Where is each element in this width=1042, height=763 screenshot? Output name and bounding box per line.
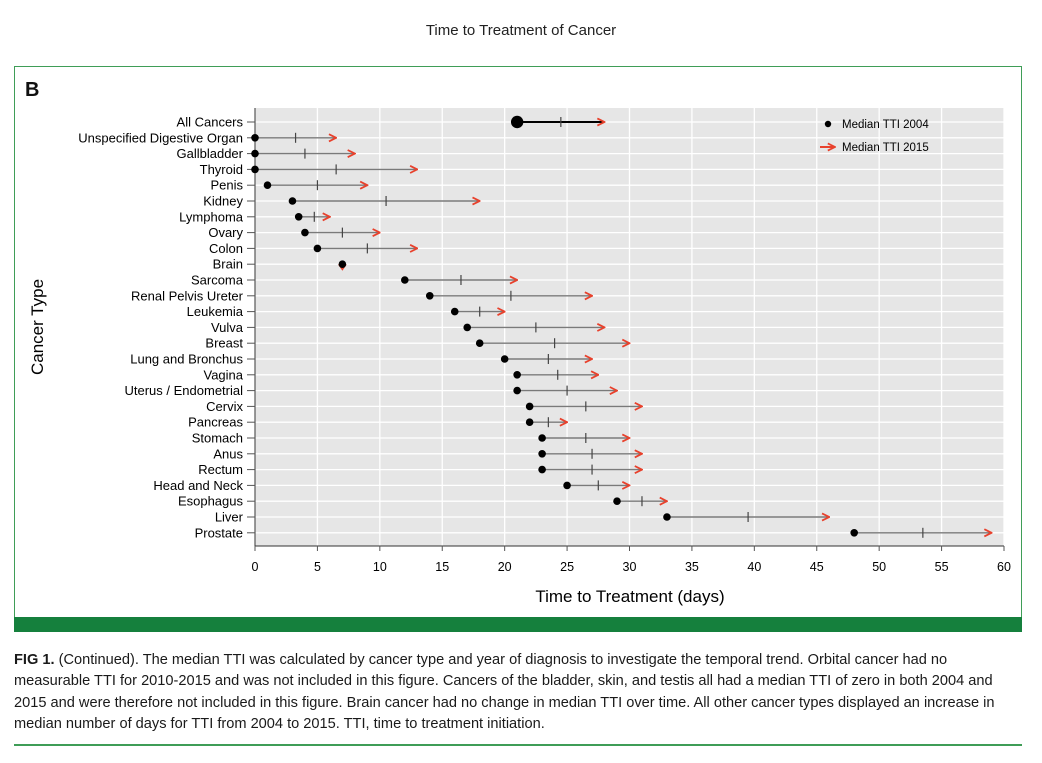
tti-2004-dot: [401, 276, 409, 284]
y-tick-label: Liver: [215, 510, 244, 525]
tti-2004-dot: [850, 529, 858, 537]
figure-bottom-bar: [14, 617, 1022, 632]
y-tick-label: Vulva: [211, 320, 244, 335]
x-tick-label: 45: [810, 560, 824, 574]
legend-2004-marker: [824, 120, 832, 128]
x-tick-label: 10: [373, 560, 387, 574]
y-tick-label: Kidney: [203, 194, 243, 209]
x-tick-label: 50: [872, 560, 886, 574]
tti-2004-dot: [301, 228, 309, 237]
tti-2004-dot: [510, 115, 524, 129]
tti-2004-dot: [513, 386, 521, 395]
x-tick-label: 35: [685, 560, 699, 574]
tti-2004-dot: [525, 402, 534, 411]
tti-2004-dot: [338, 260, 347, 269]
data-marks: [251, 115, 991, 538]
y-tick-label: Uterus / Endometrial: [125, 383, 244, 398]
tti-2004-dot: [251, 149, 259, 158]
y-tick-label: Anus: [213, 446, 243, 461]
y-tick-label: Penis: [210, 178, 243, 193]
tti-2004-dot: [251, 134, 259, 142]
tti-2004-dot: [450, 307, 459, 316]
axes: [247, 108, 1005, 551]
legend-2015-label: Median TTI 2015: [842, 142, 929, 154]
panel-label: B: [25, 79, 40, 101]
x-tick-label: 0: [252, 560, 259, 574]
y-tick-label: All Cancers: [177, 115, 244, 130]
tti-2004-dot: [288, 197, 297, 205]
tti-2004-dot: [613, 497, 621, 506]
tti-2004-dot: [313, 244, 322, 253]
x-tick-label: 15: [435, 560, 449, 574]
y-tick-label: Stomach: [192, 431, 243, 446]
y-tick-label: Sarcoma: [191, 273, 244, 288]
tti-2004-dot: [538, 434, 546, 442]
running-head: Time to Treatment of Cancer: [425, 22, 617, 39]
y-tick-label: Renal Pelvis Ureter: [131, 288, 244, 303]
y-tick-label: Unspecified Digestive Organ: [78, 130, 243, 145]
bottom-rule: [14, 744, 1022, 746]
tti-2004-dot: [538, 450, 546, 458]
tti-2004-dot: [538, 465, 546, 474]
caption-text: (Continued). The median TTI was calculat…: [14, 652, 995, 733]
x-tick-label: 60: [997, 560, 1011, 574]
x-tick-label: 20: [498, 560, 512, 574]
y-tick-label: Colon: [209, 241, 243, 256]
y-tick-label: Head and Neck: [153, 478, 243, 493]
x-tick-label: 5: [314, 560, 321, 574]
tti-2004-dot: [425, 292, 434, 300]
y-tick-label: Lymphoma: [179, 209, 244, 224]
tti-2004-dot: [294, 213, 303, 221]
x-tick-label: 55: [935, 560, 949, 574]
x-tick-label: 25: [560, 560, 574, 574]
x-tick-label: 40: [747, 560, 761, 574]
tti-2004-dot: [513, 371, 521, 379]
y-tick-label: Brain: [213, 257, 243, 272]
x-axis-title: Time to Treatment (days): [535, 587, 724, 606]
y-tick-label: Gallbladder: [177, 146, 244, 161]
tti-2004-dot: [563, 481, 571, 490]
tti-2004-dot: [525, 418, 534, 427]
tti-2004-dot: [263, 181, 272, 189]
tti-2004-dot: [251, 165, 259, 174]
y-tick-label: Ovary: [208, 225, 243, 240]
y-axis-title: Cancer Type: [28, 279, 47, 375]
y-tick-label: Breast: [205, 336, 243, 351]
y-tick-label: Pancreas: [188, 415, 243, 430]
y-tick-label: Leukemia: [187, 304, 244, 319]
legend-2004-label: Median TTI 2004: [842, 119, 929, 131]
x-tick-label: 30: [623, 560, 637, 574]
x-axis-labels: 0 5 10 15 20 25 30 35 40 45 50 55 60: [252, 560, 1011, 574]
y-tick-label: Lung and Bronchus: [130, 352, 243, 367]
y-tick-label: Vagina: [203, 367, 243, 382]
caption-label: FIG 1.: [14, 652, 55, 668]
legend: Median TTI 2004 Median TTI 2015: [820, 119, 929, 154]
y-tick-label: Thyroid: [200, 162, 243, 177]
tti-2004-dot: [663, 513, 671, 521]
y-tick-label: Cervix: [206, 399, 243, 414]
figure-caption: FIG 1. (Continued). The median TTI was c…: [14, 650, 1022, 736]
tti-2004-dot: [463, 323, 472, 332]
y-tick-label: Rectum: [198, 462, 243, 477]
tti-2004-dot: [475, 339, 484, 348]
y-tick-label: Prostate: [195, 525, 243, 540]
tti-2004-dot: [500, 355, 509, 363]
y-tick-label: Esophagus: [178, 494, 244, 509]
